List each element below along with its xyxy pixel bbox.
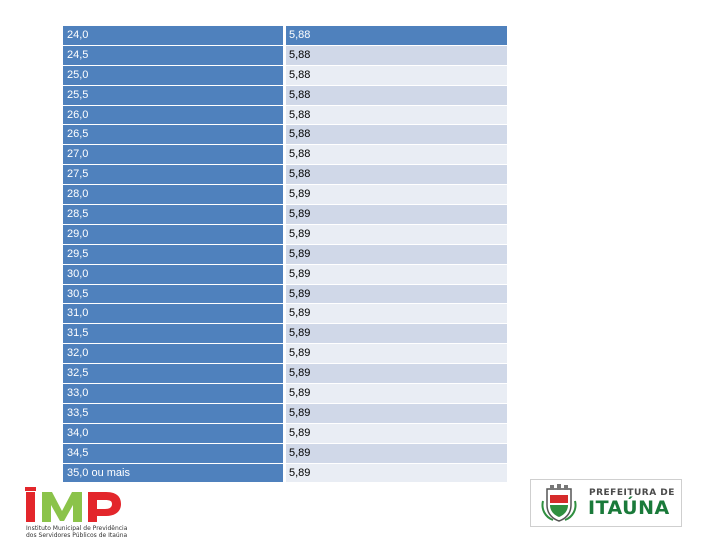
table-row: 33,5 5,89 — [63, 403, 507, 424]
table-cell-value: 33,0 — [63, 384, 283, 404]
table-cell-value: 31,5 — [63, 324, 283, 345]
imp-logo-mark — [25, 487, 121, 522]
table-row: 28,0 5,89 — [63, 185, 507, 206]
table-cell-rate: 5,88 — [286, 145, 507, 166]
table-cell-value: 26,0 — [63, 105, 283, 126]
table-cell-rate: 5,89 — [286, 364, 507, 385]
table-cell-rate: 5,88 — [286, 26, 507, 46]
table-row: 28,5 5,89 — [63, 205, 507, 225]
table-cell-value: 32,0 — [63, 344, 283, 365]
table-row: 31,0 5,89 — [63, 304, 507, 325]
table-row: 34,5 5,89 — [63, 443, 507, 464]
table-cell-value: 25,0 — [63, 65, 283, 86]
table-row: 25,5 5,88 — [63, 85, 507, 106]
table-row: 27,5 5,88 — [63, 165, 507, 186]
table-row: 30,0 5,89 — [63, 264, 507, 285]
table-row: 33,0 5,89 — [63, 384, 507, 404]
table-cell-value: 32,5 — [63, 364, 283, 385]
table-cell-value: 31,0 — [63, 304, 283, 325]
table-cell-value: 28,0 — [63, 185, 283, 206]
table-cell-value: 30,5 — [63, 284, 283, 305]
table-row: 29,0 5,89 — [63, 224, 507, 245]
table-cell-rate: 5,88 — [286, 105, 507, 126]
table-row: 24,5 5,88 — [63, 45, 507, 66]
itauna-logo-main: ITAÚNA — [588, 497, 670, 519]
table-cell-rate: 5,89 — [286, 205, 507, 225]
table-row: 29,5 5,89 — [63, 244, 507, 265]
table-row: 31,5 5,89 — [63, 324, 507, 345]
table-row: 26,0 5,88 — [63, 105, 507, 126]
table-cell-value: 29,0 — [63, 224, 283, 245]
table-cell-rate: 5,89 — [286, 324, 507, 345]
imp-subtitle-1: Instituto Municipal de Previdência — [26, 525, 128, 532]
table-row: 32,0 5,89 — [63, 344, 507, 365]
table-row: 32,5 5,89 — [63, 364, 507, 385]
table-row: 34,0 5,89 — [63, 423, 507, 444]
table-cell-rate: 5,89 — [286, 344, 507, 365]
table-cell-rate: 5,88 — [286, 165, 507, 186]
table-cell-rate: 5,89 — [286, 224, 507, 245]
table-cell-rate: 5,89 — [286, 443, 507, 464]
imp-subtitle-2: dos Servidores Públicos de Itaúna — [26, 532, 128, 539]
table-cell-rate: 5,89 — [286, 185, 507, 206]
table-cell-rate: 5,89 — [286, 264, 507, 285]
table-row: 25,0 5,88 — [63, 65, 507, 86]
table-row: 24,0 5,88 — [63, 26, 507, 46]
table-cell-rate: 5,88 — [286, 85, 507, 106]
table-cell-value: 27,0 — [63, 145, 283, 166]
table-row: 35,0 ou mais 5,89 — [63, 463, 507, 484]
table-cell-rate: 5,89 — [286, 403, 507, 424]
imp-logo: Instituto Municipal de Previdência dos S… — [24, 487, 134, 539]
table-cell-value: 24,5 — [63, 45, 283, 66]
table-cell-value: 35,0 ou mais — [63, 463, 283, 484]
city-crest-icon — [541, 484, 577, 522]
table-cell-value: 26,5 — [63, 125, 283, 146]
table-cell-rate: 5,88 — [286, 45, 507, 66]
itauna-logo-top: PREFEITURA DE — [589, 488, 675, 498]
table-cell-value: 34,0 — [63, 423, 283, 444]
table-cell-rate: 5,89 — [286, 284, 507, 305]
table-row: 30,5 5,89 — [63, 284, 507, 305]
table-row: 27,0 5,88 — [63, 145, 507, 166]
table-cell-value: 27,5 — [63, 165, 283, 186]
table-cell-value: 25,5 — [63, 85, 283, 106]
table-cell-rate: 5,89 — [286, 304, 507, 325]
table-cell-value: 24,0 — [63, 26, 283, 46]
itauna-logo: PREFEITURA DE ITAÚNA — [530, 479, 682, 527]
table-cell-value: 28,5 — [63, 205, 283, 225]
table-cell-rate: 5,89 — [286, 463, 507, 484]
table-cell-rate: 5,89 — [286, 384, 507, 404]
table-cell-rate: 5,88 — [286, 125, 507, 146]
table-row: 26,5 5,88 — [63, 125, 507, 146]
table-cell-rate: 5,89 — [286, 244, 507, 265]
table-cell-rate: 5,88 — [286, 65, 507, 86]
table-cell-value: 34,5 — [63, 443, 283, 464]
table-cell-value: 30,0 — [63, 264, 283, 285]
table-cell-value: 33,5 — [63, 403, 283, 424]
table-cell-rate: 5,89 — [286, 423, 507, 444]
data-table: 24,0 5,88 24,5 5,88 25,0 5,88 25,5 5,88 26,0 5,88… — [63, 26, 507, 484]
table-cell-value: 29,5 — [63, 244, 283, 265]
